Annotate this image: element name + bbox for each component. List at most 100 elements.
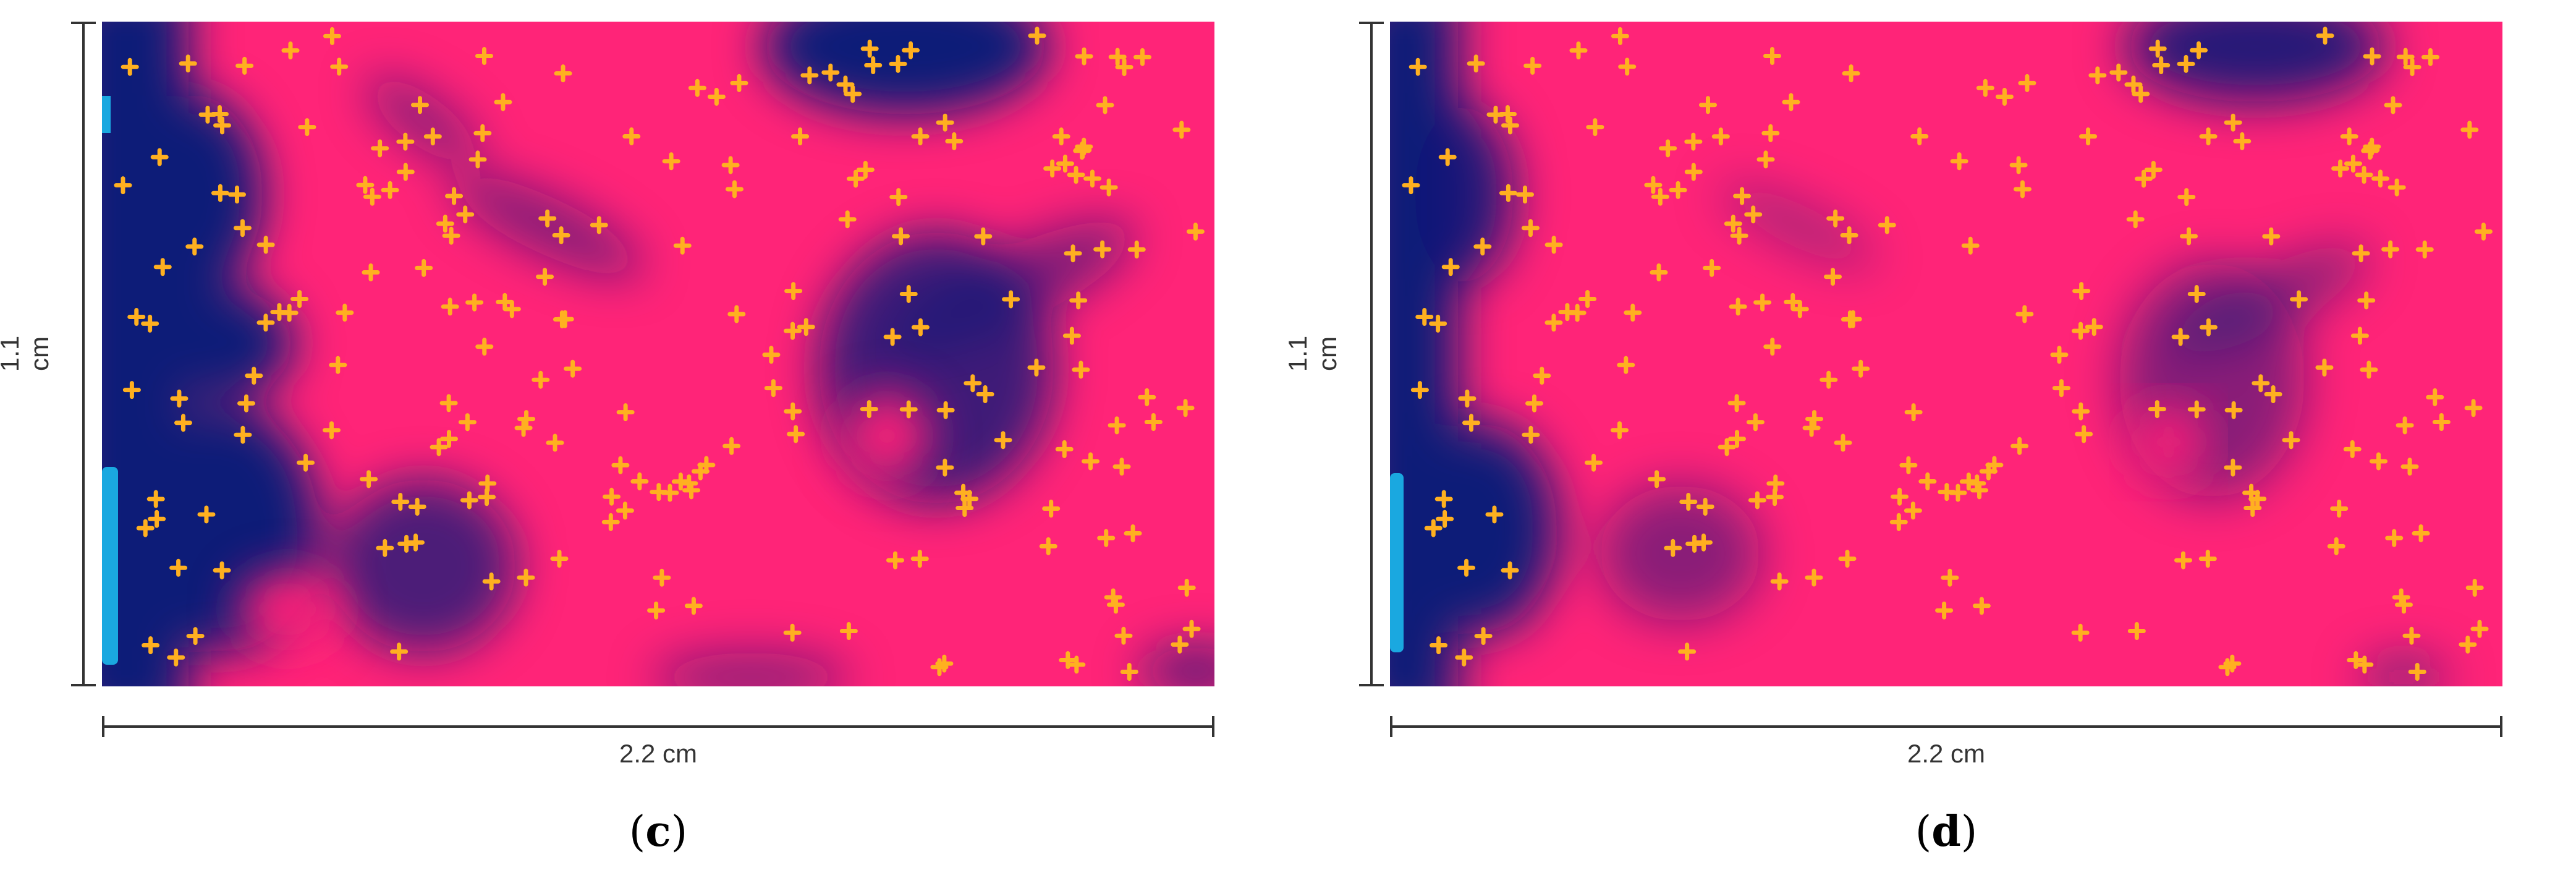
plus-marker	[1112, 458, 1131, 476]
plus-marker	[213, 116, 232, 135]
plus-marker	[1082, 452, 1100, 471]
plus-marker	[1669, 181, 1687, 199]
plus-marker	[889, 54, 907, 73]
plus-marker	[1138, 388, 1156, 406]
plus-marker	[762, 346, 781, 364]
plus-marker	[722, 437, 741, 455]
plus-marker	[2148, 400, 2166, 419]
plus-marker	[478, 488, 496, 506]
plus-marker	[1424, 519, 1443, 537]
width-scale-bar-c	[102, 716, 1214, 737]
plus-marker	[336, 304, 354, 322]
plus-marker	[1889, 513, 1908, 531]
plus-marker	[2224, 458, 2242, 477]
plus-marker	[1678, 642, 1697, 661]
height-scale-bar-c	[71, 22, 96, 686]
plus-marker	[127, 308, 146, 326]
plus-marker	[1133, 48, 1151, 66]
plus-marker	[458, 413, 477, 432]
plus-marker	[2224, 401, 2243, 419]
plus-marker	[2340, 127, 2358, 146]
plus-marker	[1746, 413, 1765, 432]
plus-marker	[552, 226, 570, 244]
plus-marker	[436, 215, 454, 233]
plus-marker	[2075, 425, 2093, 443]
plus-marker	[2330, 499, 2349, 518]
plus-marker	[391, 493, 410, 511]
plus-marker	[1727, 394, 1746, 412]
plus-marker	[787, 425, 805, 443]
plus-marker	[1436, 510, 1454, 528]
plus-marker	[2177, 188, 2196, 207]
plus-marker	[441, 297, 459, 316]
plus-marker	[186, 627, 205, 646]
plus-marker	[2357, 291, 2376, 310]
plus-marker	[1127, 241, 1146, 259]
plus-marker	[2381, 240, 2400, 258]
plus-marker	[1763, 338, 1782, 356]
plus-marker	[955, 499, 974, 518]
plus-marker	[2415, 241, 2434, 259]
plus-marker	[1694, 533, 1713, 552]
plus-marker	[784, 322, 802, 340]
plus-marker	[1970, 481, 1989, 500]
plus-marker	[886, 551, 905, 569]
plus-marker	[2009, 156, 2028, 174]
plus-marker	[647, 601, 666, 620]
plus-marker	[2050, 346, 2069, 364]
plus-marker	[538, 209, 557, 228]
marker-layer-c	[114, 27, 1205, 681]
plus-marker	[1733, 187, 1752, 205]
plus-marker	[839, 622, 858, 641]
plus-marker	[1899, 456, 1918, 474]
plus-marker	[1499, 184, 1517, 202]
plus-marker	[550, 550, 569, 568]
plus-marker	[2243, 499, 2262, 518]
plus-marker	[211, 184, 229, 202]
plus-marker	[2347, 651, 2365, 670]
plus-marker	[611, 456, 630, 474]
plus-marker	[390, 642, 409, 661]
plus-marker	[936, 458, 954, 477]
plus-marker	[1072, 360, 1090, 379]
plus-marker	[1114, 626, 1133, 645]
plus-marker	[856, 161, 875, 179]
plus-marker	[2316, 27, 2334, 45]
plus-marker	[1784, 292, 1802, 311]
plus-marker	[280, 304, 299, 322]
plus-marker	[235, 56, 254, 75]
plus-marker	[2071, 623, 2090, 642]
plus-marker	[142, 636, 160, 654]
plus-marker	[1182, 620, 1201, 638]
plus-marker	[1124, 524, 1142, 542]
plus-marker	[256, 236, 275, 254]
plus-marker	[1651, 187, 1669, 206]
plus-marker	[297, 453, 315, 472]
caption-letter-c: c	[645, 807, 671, 856]
plus-marker	[517, 410, 536, 429]
plus-marker	[245, 367, 263, 385]
plus-marker	[1069, 291, 1088, 310]
plus-marker	[1824, 268, 1842, 286]
plus-marker	[237, 394, 256, 412]
plus-marker	[1172, 121, 1191, 139]
plus-marker	[1144, 413, 1163, 432]
plus-marker	[2432, 413, 2451, 432]
plus-marker	[603, 487, 621, 506]
plus-marker	[838, 210, 857, 229]
width-scale-bar-d	[1390, 716, 2502, 737]
plus-marker	[1904, 403, 1923, 422]
plus-marker	[1904, 501, 1922, 520]
plus-marker	[1610, 421, 1629, 440]
plus-marker	[1171, 635, 1189, 654]
plus-marker	[1585, 453, 1603, 472]
plus-marker	[502, 300, 521, 318]
plus-marker	[2331, 159, 2350, 177]
plus-marker	[2224, 113, 2242, 132]
plus-marker	[1177, 579, 1196, 597]
plus-marker	[2199, 318, 2218, 336]
plus-marker	[1002, 290, 1020, 309]
plus-marker	[1569, 41, 1588, 60]
plus-marker	[2350, 326, 2369, 345]
plus-marker	[460, 491, 478, 510]
